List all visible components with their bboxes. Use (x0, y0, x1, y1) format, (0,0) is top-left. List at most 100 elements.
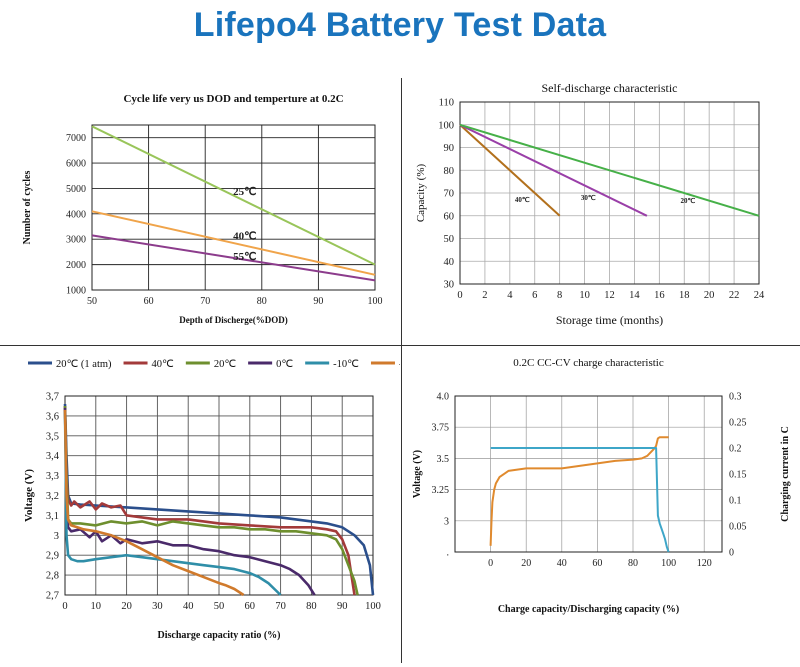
horizontal-divider (0, 345, 800, 346)
y-axis-label: Number of cycles (22, 171, 33, 245)
legend-label: 20℃ (1 atm) (56, 359, 112, 370)
x-axis-label: Charge capacity/Discharging capacity (%) (498, 604, 679, 615)
x-tick-label: 22 (729, 290, 740, 301)
y2-tick-label: 0.15 (729, 470, 747, 481)
series-line-55 (91, 234, 376, 282)
legend-label: -20℃ (399, 359, 400, 370)
legend-label: -10℃ (333, 359, 359, 370)
series-annotation: 55℃ (233, 251, 256, 263)
x-tick-label: 18 (679, 290, 690, 301)
y-tick-label: 3 (444, 516, 449, 527)
cycle-life-chart: 50 60 70 80 90 100 1000 2000 3000 4000 5000 6000 700… (22, 93, 383, 325)
plot-frame (459, 101, 760, 285)
series-line-30 (459, 123, 648, 217)
legend-label: 0℃ (276, 359, 293, 370)
x-tick-label: 50 (87, 296, 97, 307)
x-tick-label: 80 (257, 296, 267, 307)
x-tick-label: 10 (579, 290, 590, 301)
x-tick-label: 20 (121, 601, 132, 612)
x-tick-label: 20 (704, 290, 715, 301)
chart-title: Cycle life very us DOD and temperture at… (123, 93, 343, 105)
x-tick-label: 14 (629, 290, 640, 301)
x-tick-label: 40 (557, 558, 567, 569)
y-tick-label: 3,2 (46, 491, 59, 502)
y-tick-label: 5000 (66, 184, 86, 195)
y-tick-label: 3,6 (46, 411, 59, 422)
y-tick-label: 6000 (66, 159, 86, 170)
chart-title: Self-discharge characteristic (541, 81, 677, 95)
legend-label: 40℃ (152, 359, 175, 370)
x-tick-label: 80 (628, 558, 638, 569)
x-tick-label: 0 (62, 601, 67, 612)
series-line-40 (459, 124, 561, 217)
y-tick-label: 3,3 (46, 471, 59, 482)
series-line-20 (63, 409, 245, 597)
x-tick-label: 100 (368, 296, 383, 307)
y-axis-label: Voltage (V) (412, 450, 423, 498)
series-line-25 (91, 125, 376, 266)
y-tick-label: . (447, 548, 450, 559)
x-tick-label: 12 (604, 290, 615, 301)
series-line-current (490, 447, 670, 553)
x-tick-label: 40 (183, 601, 194, 612)
y-tick-label: 60 (444, 211, 455, 222)
x-tick-label: 10 (91, 601, 102, 612)
y-tick-label: 90 (444, 143, 455, 154)
y-tick-label: 3,4 (46, 451, 60, 462)
cc-cv-charge-chart: 0 20 40 60 80 100 120. 3 3.25 3.5 3.75 4.0 0 0.05 0.1 0… (412, 357, 791, 615)
y-tick-label: 2,7 (46, 591, 59, 602)
y-tick-label: 2000 (66, 260, 86, 271)
series-line-10 (63, 411, 282, 596)
y-tick-label: 3.25 (432, 485, 450, 496)
y-tick-label: 80 (444, 166, 455, 177)
x-tick-label: 20 (521, 558, 531, 569)
y-tick-label: 2,8 (46, 571, 59, 582)
y-tick-label: 70 (444, 189, 455, 200)
x-tick-label: 60 (592, 558, 602, 569)
x-tick-label: 24 (754, 290, 765, 301)
y-tick-label: 3,7 (46, 392, 59, 403)
y-tick-label: 3.75 (432, 423, 450, 434)
series-line-40 (91, 210, 376, 276)
y2-axis-label: Charging current in C (780, 426, 791, 522)
x-tick-label: 80 (306, 601, 317, 612)
y-tick-label: 1000 (66, 286, 86, 297)
y-tick-label: 3,5 (46, 431, 59, 442)
y2-tick-label: 0.1 (729, 496, 742, 507)
y2-tick-label: 0.25 (729, 418, 747, 429)
series-line-20 (63, 405, 359, 596)
y-tick-label: 3 (54, 531, 59, 542)
y-tick-label: 3.5 (437, 454, 450, 465)
y-tick-label: 3,1 (46, 511, 59, 522)
x-tick-label: 70 (200, 296, 210, 307)
x-axis-label: Storage time (months) (556, 313, 663, 327)
y-tick-label: 2,9 (46, 551, 59, 562)
x-axis-label: Depth of Discherge(%DOD) (179, 315, 287, 325)
y-tick-label: 30 (444, 280, 455, 291)
y-axis-label: Capacity (%) (415, 163, 427, 222)
x-tick-label: 60 (245, 601, 256, 612)
x-tick-label: 100 (661, 558, 676, 569)
y2-tick-label: 0.3 (729, 392, 742, 403)
chart-title: 0.2C CC-CV charge characteristic (513, 357, 664, 369)
series-line-voltage (489, 436, 669, 546)
series-annotation: 30℃ (581, 194, 596, 202)
series-annotation: 40℃ (233, 231, 256, 243)
vertical-divider (401, 78, 402, 663)
series-annotation: 40℃ (515, 196, 530, 204)
x-tick-label: 2 (482, 290, 487, 301)
series-line-40 (63, 405, 356, 596)
y-tick-label: 4.0 (437, 392, 450, 403)
x-tick-label: 90 (337, 601, 348, 612)
x-tick-label: 16 (654, 290, 665, 301)
series-line-20 (459, 123, 760, 217)
y-tick-label: 40 (444, 257, 455, 268)
y2-tick-label: 0.05 (729, 522, 747, 533)
y2-tick-label: 0 (729, 548, 734, 559)
y-tick-label: 4000 (66, 209, 86, 220)
x-tick-label: 50 (214, 601, 225, 612)
x-tick-label: 0 (457, 290, 462, 301)
series-annotation: 20℃ (681, 197, 696, 205)
series-annotation: 25℃ (233, 186, 256, 198)
plot-frame (454, 395, 723, 553)
